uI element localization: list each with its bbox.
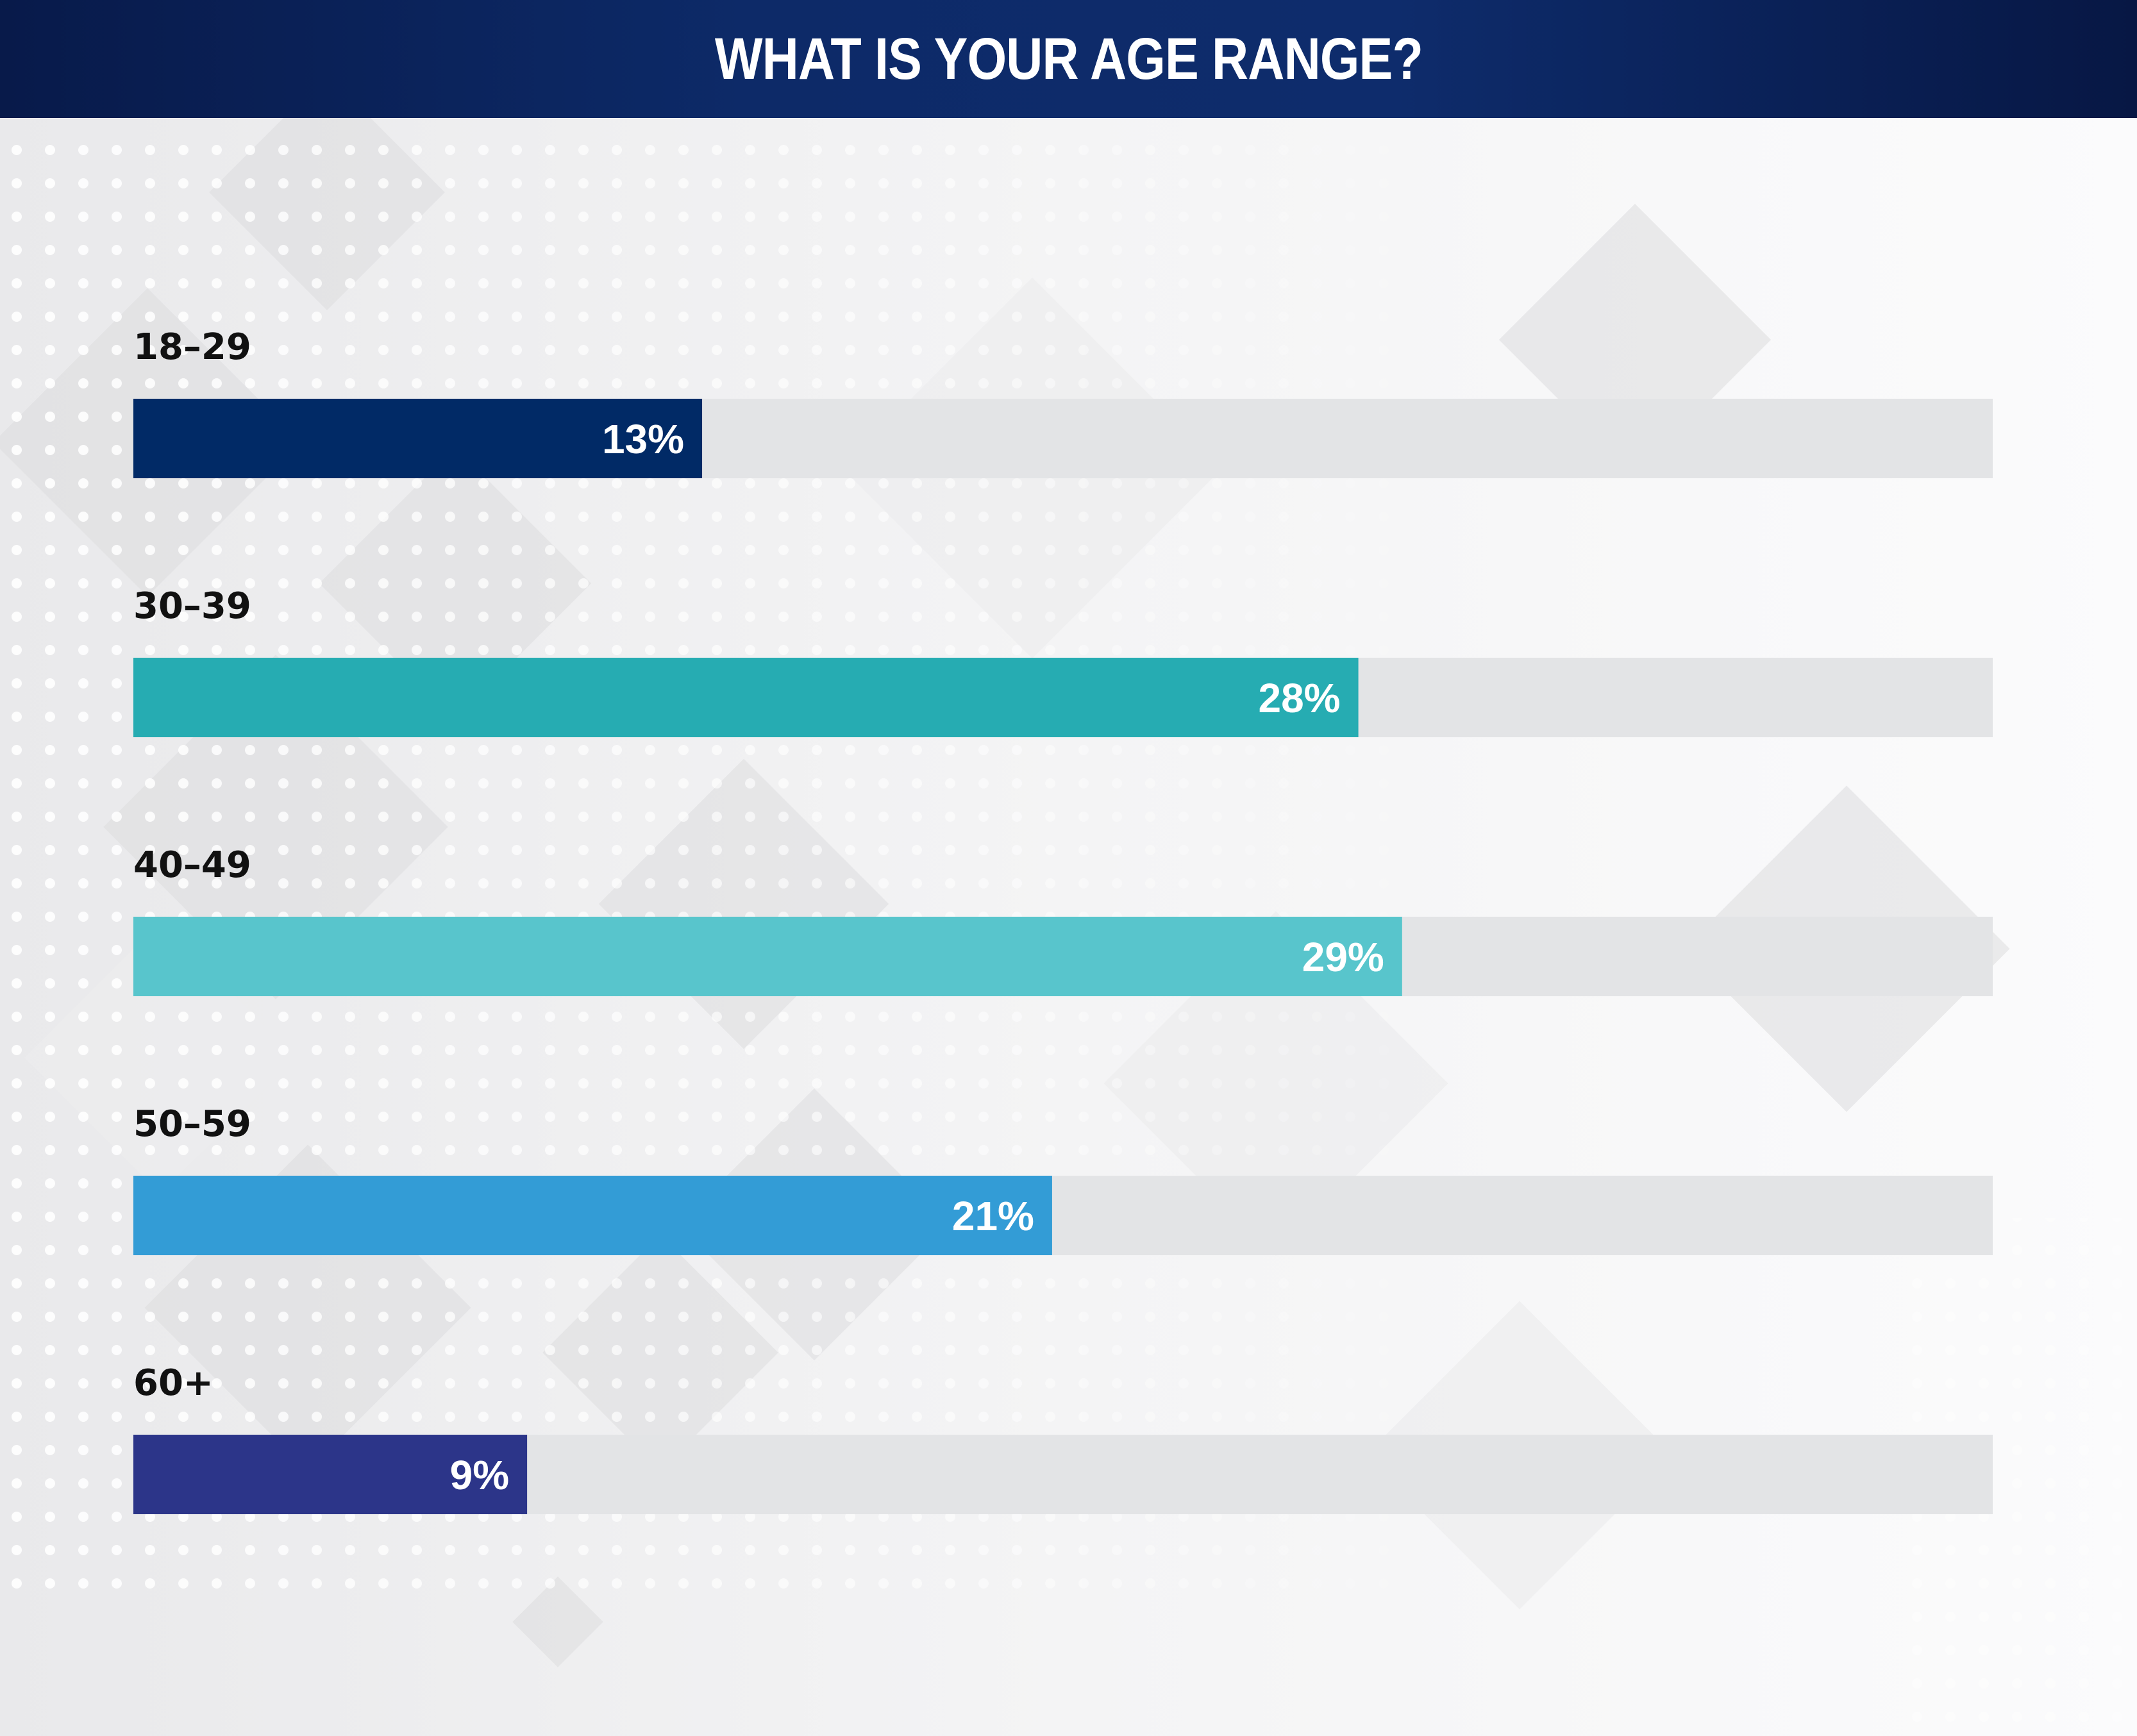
value-label: 29% — [1302, 934, 1384, 980]
category-label: 40–49 — [133, 844, 251, 886]
bar — [133, 658, 1359, 737]
category-label: 18–29 — [133, 326, 251, 368]
value-label: 9% — [450, 1452, 510, 1498]
bar — [133, 1435, 528, 1514]
value-label: 28% — [1258, 675, 1340, 721]
bar — [133, 1176, 1052, 1255]
value-label: 13% — [602, 416, 684, 462]
category-label: 50–59 — [133, 1103, 251, 1145]
bar — [133, 399, 703, 478]
category-label: 60+ — [133, 1362, 214, 1404]
page-title: WHAT IS YOUR AGE RANGE? — [714, 26, 1423, 92]
value-label: 21% — [952, 1193, 1034, 1239]
header-banner: WHAT IS YOUR AGE RANGE? — [0, 0, 2137, 118]
category-label: 30–39 — [133, 585, 251, 627]
bar — [133, 917, 1402, 996]
